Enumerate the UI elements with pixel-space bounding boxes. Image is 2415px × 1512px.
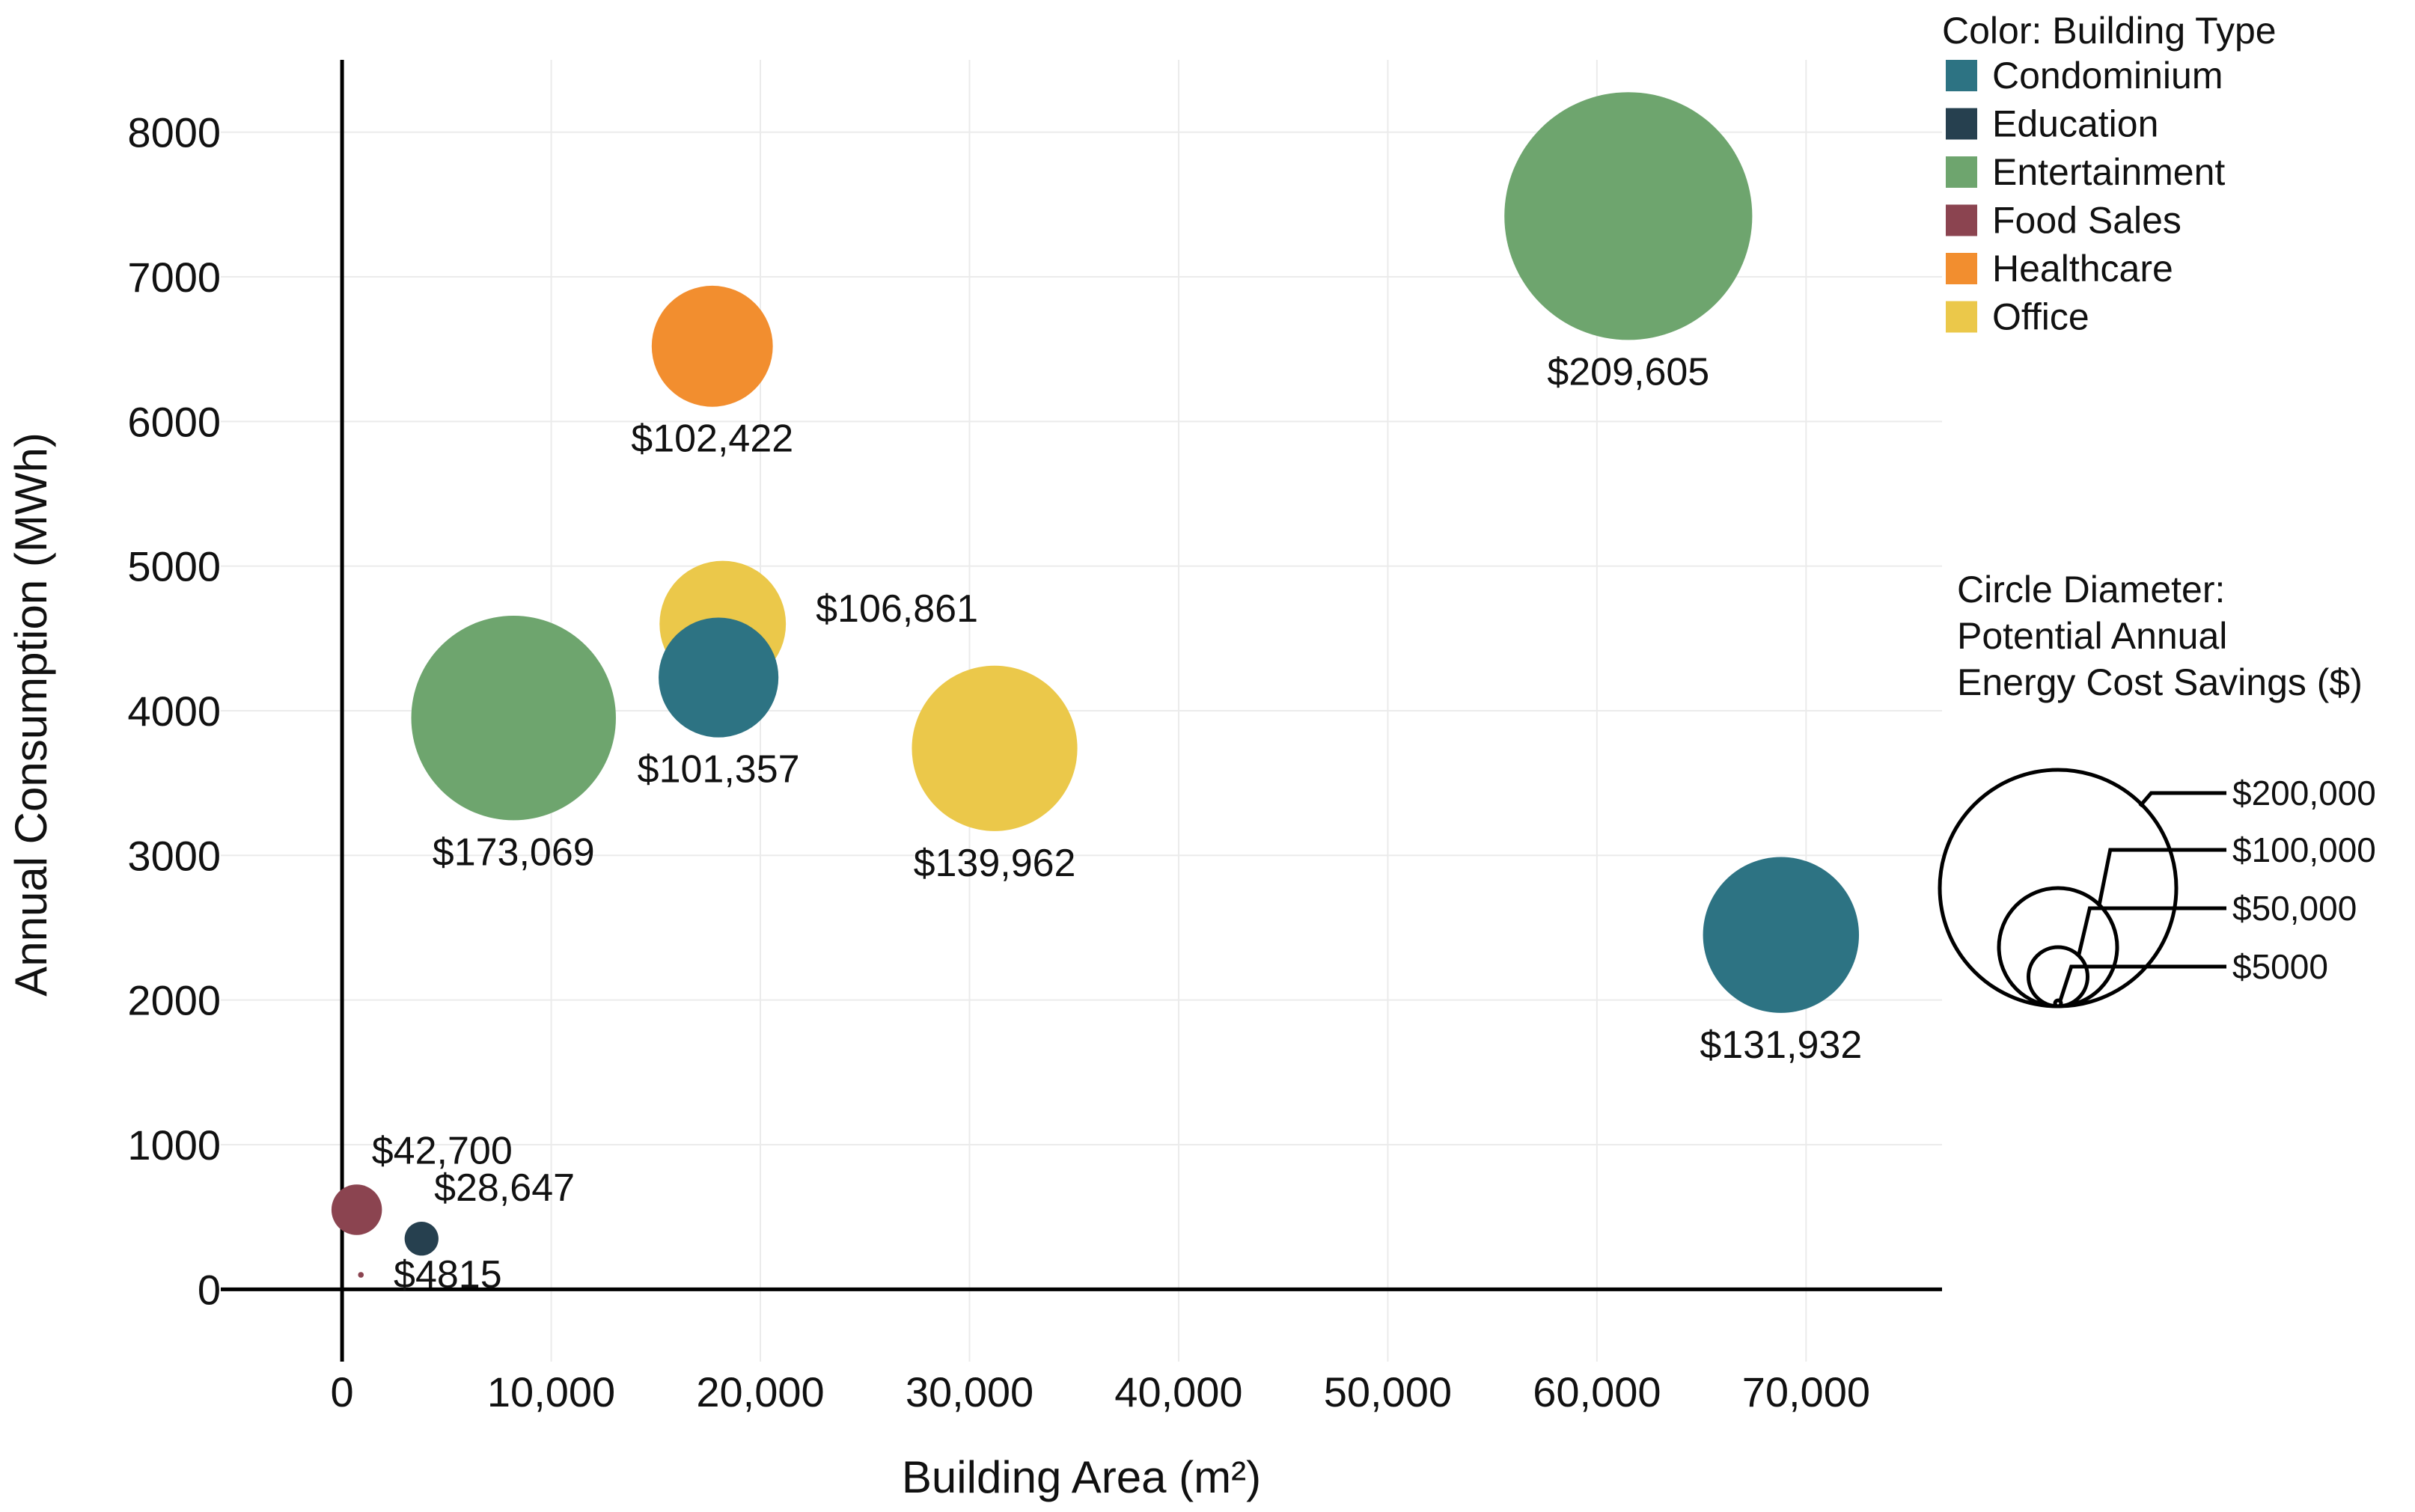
legend-label-education: Education <box>1992 103 2158 145</box>
size-legend-leader <box>2058 964 2226 1003</box>
size-legend-label: $100,000 <box>2232 830 2376 869</box>
x-tick-label: 50,000 <box>1324 1368 1452 1415</box>
bubble-healthcare <box>651 285 773 407</box>
legend-label-healthcare: Healthcare <box>1992 248 2173 290</box>
size-legend-label: $5000 <box>2232 947 2328 986</box>
bubble-label-layer: $102,422 $209,605 $106,861 $101,357 $173,069… <box>372 350 1862 1297</box>
y-tick-label: 7000 <box>127 254 221 301</box>
size-legend-leader <box>2138 791 2226 808</box>
bubble-entertainment <box>1504 92 1753 340</box>
y-tick-label: 4000 <box>127 688 221 735</box>
axis-layer: 0 10,000 20,000 30,000 40,000 50,000 60,000 70,… <box>6 60 1942 1502</box>
y-axis-title: Annual Consumption (MWh) <box>6 432 56 997</box>
size-legend-leader <box>2097 848 2226 907</box>
size-legend-label: $200,000 <box>2232 774 2376 812</box>
legend-label-food-sales: Food Sales <box>1992 200 2182 242</box>
y-tick-label: 6000 <box>127 398 221 445</box>
bubble-condominium <box>1703 857 1860 1013</box>
bubble-label: $131,932 <box>1700 1023 1862 1067</box>
size-legend-title-line: Energy Cost Savings ($) <box>1957 661 2363 703</box>
color-legend-title: Color: Building Type <box>1942 10 2277 52</box>
size-legend-title-line: Circle Diameter: <box>1957 569 2225 610</box>
bubble-food-sales <box>358 1272 364 1278</box>
bubble-label: $106,861 <box>816 587 978 631</box>
legend-swatch-food-sales <box>1946 204 1977 236</box>
legend-swatch-healthcare <box>1946 253 1977 284</box>
x-tick-label: 20,000 <box>696 1368 824 1415</box>
legend-label-condominium: Condominium <box>1992 55 2223 97</box>
bubble-label: $4815 <box>394 1253 502 1297</box>
y-tick-label: 5000 <box>127 543 221 590</box>
x-tick-label: 10,000 <box>487 1368 615 1415</box>
bubble-label: $101,357 <box>638 748 800 792</box>
bubble-education <box>404 1222 439 1256</box>
y-tick-label: 3000 <box>127 832 221 879</box>
size-legend-leader <box>2076 906 2226 957</box>
bubble-condominium <box>659 617 779 738</box>
legend-label-entertainment: Entertainment <box>1992 151 2225 193</box>
legend-label-office: Office <box>1992 296 2089 338</box>
x-tick-label: 70,000 <box>1742 1368 1870 1415</box>
y-tick-label: 8000 <box>127 109 221 156</box>
x-tick-label: 30,000 <box>906 1368 1034 1415</box>
x-tick-label: 60,000 <box>1533 1368 1661 1415</box>
y-tick-label: 2000 <box>127 977 221 1024</box>
size-legend-circle <box>2053 998 2063 1008</box>
y-tick-label: 1000 <box>127 1121 221 1169</box>
legend-swatch-education <box>1946 108 1977 140</box>
bubble-layer <box>331 92 1860 1278</box>
bubble-label: $209,605 <box>1547 350 1709 394</box>
x-axis-title: Building Area (m²) <box>902 1452 1261 1502</box>
bubble-label: $28,647 <box>434 1166 575 1210</box>
y-tick-label: 0 <box>198 1266 221 1313</box>
size-legend-label: $50,000 <box>2232 889 2357 928</box>
bubble-label: $102,422 <box>631 417 793 461</box>
bubble-label: $173,069 <box>433 830 595 874</box>
bubble-food-sales <box>331 1184 382 1235</box>
size-legend-title-line: Potential Annual <box>1957 615 2227 657</box>
legend-swatch-entertainment <box>1946 156 1977 188</box>
legend-swatch-condominium <box>1946 60 1977 91</box>
legend-swatch-office <box>1946 301 1977 333</box>
bubble-label: $42,700 <box>372 1129 513 1172</box>
bubble-entertainment <box>411 615 616 821</box>
x-tick-label: 0 <box>331 1368 354 1415</box>
bubble-label: $139,962 <box>914 842 1076 885</box>
x-tick-label: 40,000 <box>1114 1368 1242 1415</box>
bubble-office <box>912 665 1078 831</box>
